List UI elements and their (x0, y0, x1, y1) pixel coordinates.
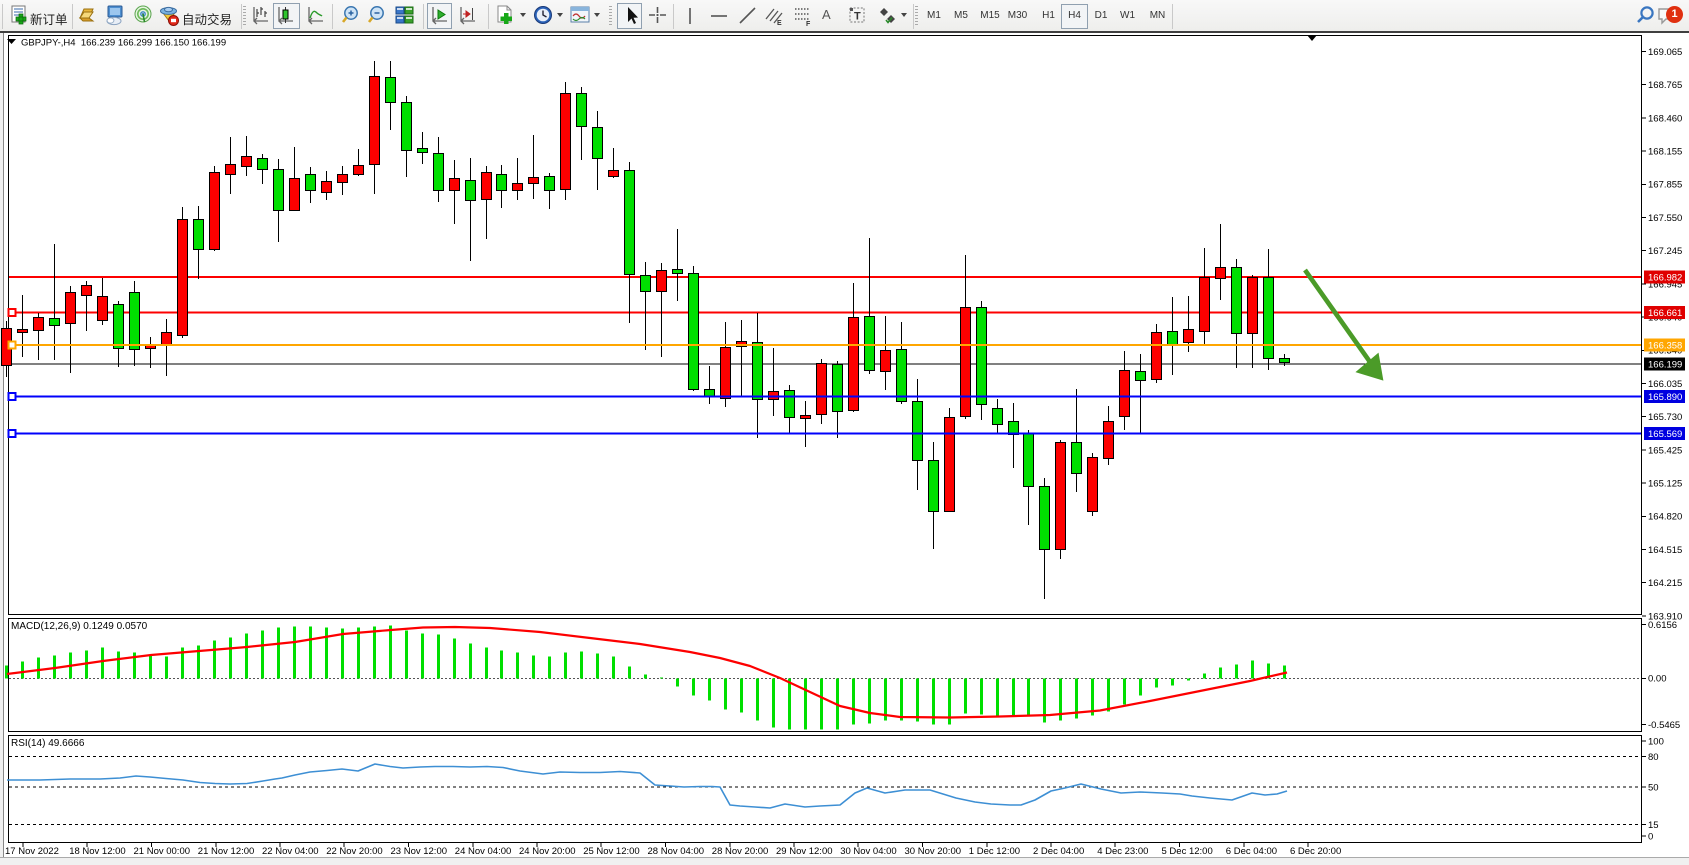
svg-text:28 Nov 20:00: 28 Nov 20:00 (712, 846, 769, 857)
svg-text:165.569: 165.569 (1648, 429, 1682, 440)
svg-text:169.065: 169.065 (1648, 47, 1682, 58)
svg-text:166.035: 166.035 (1648, 379, 1682, 390)
svg-text:18 Nov 12:00: 18 Nov 12:00 (69, 846, 126, 857)
svg-text:100: 100 (1648, 736, 1664, 747)
svg-text:4 Dec 23:00: 4 Dec 23:00 (1097, 846, 1148, 857)
svg-text:6 Dec 20:00: 6 Dec 20:00 (1290, 846, 1341, 857)
svg-text:164.820: 164.820 (1648, 512, 1682, 523)
svg-text:RSI(14) 49.6666: RSI(14) 49.6666 (11, 738, 85, 749)
svg-text:T: T (854, 11, 861, 23)
svg-text:166.358: 166.358 (1648, 341, 1682, 352)
svg-text:167.855: 167.855 (1648, 180, 1682, 191)
svg-text:165.125: 165.125 (1648, 479, 1682, 490)
svg-text:25 Nov 12:00: 25 Nov 12:00 (583, 846, 640, 857)
svg-text:29 Nov 12:00: 29 Nov 12:00 (776, 846, 833, 857)
svg-text:165.425: 165.425 (1648, 445, 1682, 456)
svg-text:22 Nov 20:00: 22 Nov 20:00 (326, 846, 383, 857)
svg-text:166.982: 166.982 (1648, 273, 1682, 284)
svg-text:164.515: 164.515 (1648, 545, 1682, 556)
svg-text:28 Nov 04:00: 28 Nov 04:00 (648, 846, 705, 857)
svg-text:-0.5465: -0.5465 (1648, 720, 1680, 731)
svg-text:21 Nov 12:00: 21 Nov 12:00 (198, 846, 255, 857)
svg-text:80: 80 (1648, 752, 1659, 763)
svg-text:0: 0 (1648, 831, 1653, 842)
svg-text:166.661: 166.661 (1648, 308, 1682, 319)
svg-text:F: F (806, 21, 811, 27)
svg-text:168.155: 168.155 (1648, 147, 1682, 158)
svg-text:168.460: 168.460 (1648, 113, 1682, 124)
svg-text:5 Dec 12:00: 5 Dec 12:00 (1162, 846, 1213, 857)
svg-text:MACD(12,26,9) 0.1249 0.0570: MACD(12,26,9) 0.1249 0.0570 (11, 621, 148, 632)
svg-text:0.00: 0.00 (1648, 674, 1667, 685)
svg-text:30 Nov 04:00: 30 Nov 04:00 (840, 846, 897, 857)
svg-text:GBPJPY-,H4 166.239 166.299 16: GBPJPY-,H4 166.239 166.299 166.150 166.1… (21, 38, 226, 49)
svg-text:15: 15 (1648, 820, 1659, 831)
svg-text:17 Nov 2022: 17 Nov 2022 (5, 846, 59, 857)
svg-text:23 Nov 12:00: 23 Nov 12:00 (391, 846, 448, 857)
svg-text:165.890: 165.890 (1648, 392, 1682, 403)
svg-text:6 Dec 04:00: 6 Dec 04:00 (1226, 846, 1277, 857)
svg-text:165.730: 165.730 (1648, 412, 1682, 423)
svg-text:50: 50 (1648, 782, 1659, 793)
svg-text:30 Nov 20:00: 30 Nov 20:00 (905, 846, 962, 857)
svg-text:166.199: 166.199 (1648, 360, 1682, 371)
svg-text:1 Dec 12:00: 1 Dec 12:00 (969, 846, 1020, 857)
svg-text:24 Nov 04:00: 24 Nov 04:00 (455, 846, 512, 857)
svg-text:168.765: 168.765 (1648, 80, 1682, 91)
svg-text:167.245: 167.245 (1648, 246, 1682, 257)
svg-text:E: E (777, 20, 782, 27)
svg-text:167.550: 167.550 (1648, 213, 1682, 224)
svg-text:2 Dec 04:00: 2 Dec 04:00 (1033, 846, 1084, 857)
svg-text:164.215: 164.215 (1648, 578, 1682, 589)
svg-text:21 Nov 00:00: 21 Nov 00:00 (134, 846, 191, 857)
svg-text:24 Nov 20:00: 24 Nov 20:00 (519, 846, 576, 857)
svg-text:163.910: 163.910 (1648, 611, 1682, 622)
svg-text:22 Nov 04:00: 22 Nov 04:00 (262, 846, 319, 857)
svg-text:166.945: 166.945 (1648, 279, 1682, 290)
svg-text:0.6156: 0.6156 (1648, 620, 1677, 631)
